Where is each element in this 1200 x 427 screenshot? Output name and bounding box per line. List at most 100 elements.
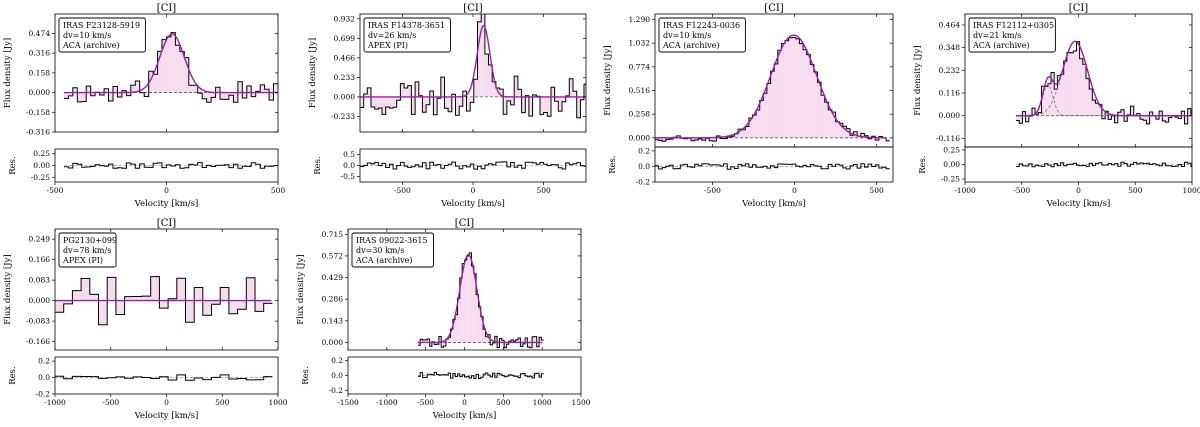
flux-fill-bar [170, 32, 176, 93]
flux-fill-bar [179, 51, 185, 93]
flux-fill-bar [393, 96, 397, 108]
flux-fill-bar [662, 137, 666, 142]
flux-fill-bar [233, 92, 238, 103]
x-axis-label: Velocity [km/s] [440, 199, 505, 209]
x-tick-label: 0 [792, 186, 797, 195]
flux-fill-bar [104, 88, 109, 93]
flux-fill-bar [135, 80, 140, 93]
flux-fill-bar [157, 51, 163, 93]
residual-step-line [655, 163, 890, 170]
residual-axis-label: Res. [8, 366, 18, 385]
flux-fill-bar [1038, 112, 1042, 116]
x-tick-label: -1000 [44, 398, 66, 407]
flux-fill-bar [1057, 75, 1061, 116]
flux-fill-bar [499, 338, 502, 343]
flux-fill-bar [484, 54, 489, 97]
flux-fill-bar [554, 96, 559, 102]
gaussian-fit-line [417, 254, 543, 344]
x-tick-label: 1000 [268, 398, 287, 407]
flux-fill-bar [220, 92, 225, 100]
y-tick-label: 0.000 [29, 88, 51, 97]
flux-fill-bar [694, 137, 699, 141]
spectrum-step-line [63, 32, 278, 103]
flux-fill-bar [436, 342, 439, 345]
residual-axis-label: Res. [301, 366, 311, 385]
y-tick-label: -0.116 [936, 134, 960, 143]
flux-fill-bar [1168, 115, 1172, 118]
flux-fill-bar [422, 96, 427, 113]
flux-fill-bar [784, 40, 789, 138]
flux-fill-bar [471, 265, 474, 343]
flux-fill-bar [211, 92, 216, 98]
flux-fill-bar [748, 118, 753, 138]
y-tick-label: 0.348 [939, 43, 961, 52]
spectrum-panel: [CI] -0.233 0.000 0.233 0.466 0.699 0.932 Flux … [308, 3, 587, 209]
flux-fill-bar [193, 85, 198, 93]
flux-fill-bar [477, 21, 482, 97]
flux-fill-bar [580, 96, 585, 100]
flux-fill-bar [1092, 100, 1096, 116]
flux-fill-bar [86, 86, 91, 93]
y-tick-label: 0.000 [939, 111, 961, 120]
spectrum-step-line [360, 14, 586, 119]
flux-fill-bar [518, 337, 521, 343]
flux-fill-bar [655, 137, 659, 140]
flux-fill-bar [1149, 112, 1153, 116]
flux-fill-bar [525, 337, 528, 343]
x-tick-label: 500 [496, 398, 511, 407]
flux-fill-bar [1190, 113, 1192, 116]
flux-fill-bar [1085, 78, 1090, 116]
source-info-line: ACA (archive) [662, 41, 720, 50]
flux-fill-bar [738, 129, 742, 138]
flux-fill-bar [148, 71, 154, 93]
flux-fill-bar [799, 43, 804, 138]
flux-fill-bar [473, 273, 477, 343]
flux-fill-bar [112, 86, 118, 93]
flux-fill-bar [264, 89, 270, 93]
y-tick-label: 0.715 [322, 230, 344, 239]
flux-fill-bar [55, 300, 64, 313]
flux-fill-bar [846, 128, 850, 138]
y-tick-label: 0.249 [29, 235, 51, 244]
flux-fill-bar [835, 121, 840, 138]
flux-fill-bar [133, 296, 142, 301]
panel-title: [CI] [157, 218, 177, 229]
res-y-tick-label: -0.25 [941, 175, 960, 184]
flux-fill-bar [497, 342, 500, 348]
res-y-tick-label: -0.25 [31, 173, 50, 182]
flux-fill-bar [774, 63, 778, 138]
residual-axis-label: Res. [313, 156, 323, 175]
flux-fill-bar [459, 277, 463, 343]
residual-step-line [63, 162, 278, 169]
y-tick-label: 0.166 [29, 255, 51, 264]
source-info-line: ACA (archive) [355, 256, 413, 265]
flux-fill-bar [237, 81, 243, 93]
flux-fill-bar [1076, 41, 1080, 116]
x-tick-label: 1000 [1182, 186, 1200, 195]
spectrum-step-line [1016, 41, 1192, 125]
flux-fill-bar [480, 316, 484, 343]
gaussian-fit-line [1016, 40, 1192, 117]
flux-fill-bar [273, 83, 278, 93]
residual-axis-label: Res. [8, 156, 18, 175]
flux-fill-bar [1095, 103, 1099, 116]
res-y-tick-label: 0.2 [38, 357, 50, 366]
y-tick-label: 0.466 [334, 53, 356, 62]
flux-fill-bar [1016, 115, 1020, 121]
flux-fill-bar [676, 135, 681, 138]
source-info-line: PG2130+099 [63, 236, 117, 245]
y-axis-label: Flux density [Jy] [296, 254, 306, 324]
y-axis-label: Flux density [Jy] [3, 254, 13, 324]
flux-fill-bar [1178, 115, 1182, 119]
panel-title: [CI] [463, 3, 483, 14]
flux-fill-bar [470, 96, 474, 103]
flux-fill-bar [569, 78, 574, 97]
flux-fill-bar [712, 137, 717, 142]
flux-fill-bar [1019, 115, 1023, 124]
y-tick-label: -0.158 [26, 108, 50, 117]
flux-fill-bar [433, 96, 438, 115]
residual-axis-label: Res. [918, 155, 928, 174]
flux-fill-bar [448, 337, 451, 343]
flux-fill-bar [1187, 108, 1191, 116]
